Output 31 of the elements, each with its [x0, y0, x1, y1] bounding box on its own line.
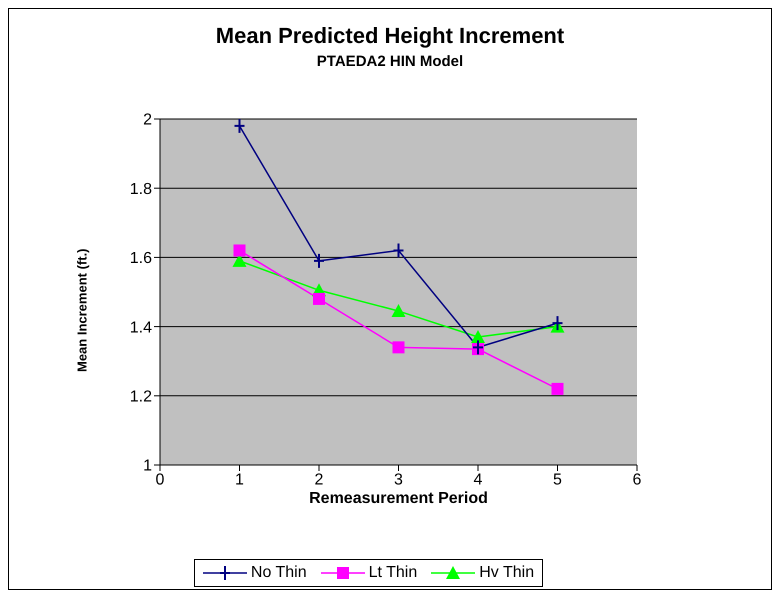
legend-label: Hv Thin [479, 564, 534, 582]
x-tick-label: 1 [235, 471, 244, 488]
x-tick-label: 4 [474, 471, 483, 488]
point [392, 242, 404, 258]
y-axis-title: Mean Increment (ft.) [74, 248, 90, 372]
point [471, 330, 485, 343]
point [392, 341, 404, 354]
y-tick-label: 1.6 [130, 250, 152, 268]
x-tick-label: 3 [394, 471, 404, 488]
y-tick-label: 1.2 [130, 388, 152, 406]
chart-subtitle: PTAEDA2 HIN Model [316, 53, 464, 70]
y-tick-label: 1 [143, 458, 152, 475]
legend-label: Lt Thin [368, 564, 418, 582]
point [552, 382, 564, 395]
point [472, 339, 484, 356]
x-tick-label: 0 [156, 471, 165, 488]
x-tick-label: 2 [314, 471, 324, 488]
chart-title: Mean Predicted Height Increment [214, 23, 566, 49]
x-tick-label: 6 [632, 471, 642, 488]
point [234, 119, 246, 134]
point [313, 252, 325, 269]
x-axis-title: Remeasurement Period [309, 490, 488, 507]
y-tick-label: 2 [143, 112, 152, 129]
x-tick-label: 5 [553, 471, 562, 488]
y-tick-label: 1.4 [130, 319, 152, 336]
y-tick-label: 1.8 [130, 180, 152, 198]
legend-label: No Thin [250, 564, 307, 582]
point [313, 292, 325, 305]
point [234, 244, 246, 256]
point [392, 304, 406, 318]
point [552, 315, 564, 332]
